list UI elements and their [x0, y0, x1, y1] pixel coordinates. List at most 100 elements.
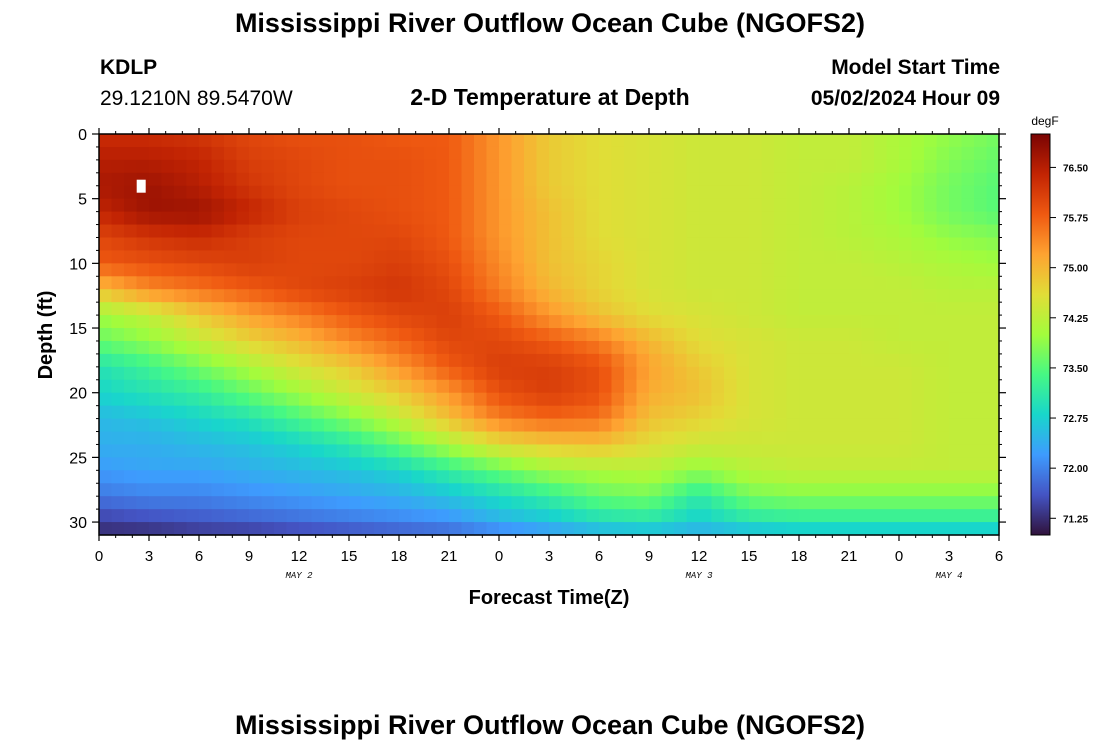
heatmap-cell [799, 496, 813, 510]
heatmap-cell [161, 522, 175, 536]
heatmap-cell [474, 392, 488, 407]
heatmap-cell [99, 146, 113, 161]
heatmap-cell [824, 159, 838, 174]
heatmap-cell [574, 289, 588, 303]
heatmap-cell [361, 340, 375, 355]
heatmap-cell [461, 134, 475, 148]
heatmap-cell [136, 470, 150, 484]
heatmap-cell [974, 146, 988, 161]
heatmap-cell [961, 405, 975, 420]
heatmap-cell [674, 315, 688, 329]
heatmap-cell [549, 315, 563, 329]
heatmap-cell [311, 289, 325, 303]
heatmap-cell [561, 483, 575, 497]
heatmap-cell [749, 522, 763, 536]
heatmap-cell [886, 496, 900, 510]
heatmap-cell [686, 340, 700, 355]
heatmap-cell [386, 237, 400, 252]
heatmap-cell [524, 509, 538, 523]
heatmap-cell [449, 328, 463, 342]
heatmap-cell [224, 418, 238, 433]
heatmap-cell [824, 444, 838, 458]
heatmap-cell [374, 405, 388, 420]
heatmap-cell [436, 302, 450, 316]
heatmap-cell [524, 172, 538, 187]
heatmap-cell [711, 328, 725, 342]
heatmap-cell [974, 198, 988, 213]
heatmap-cell [436, 146, 450, 161]
heatmap-cell [749, 328, 763, 342]
heatmap-cell [136, 444, 150, 458]
heatmap-cell [549, 146, 563, 161]
heatmap-cell [311, 172, 325, 187]
heatmap-cell [499, 146, 513, 161]
heatmap-cell [699, 159, 713, 174]
heatmap-cell [274, 263, 288, 277]
heatmap-cell [786, 250, 800, 264]
heatmap-cell [561, 353, 575, 368]
heatmap-cell [424, 418, 438, 433]
heatmap-cell [99, 366, 113, 381]
heatmap-cell [611, 509, 625, 523]
heatmap-cell [624, 496, 638, 510]
heatmap-cell [349, 328, 363, 342]
heatmap-cell [536, 198, 550, 213]
heatmap-cell [511, 237, 525, 252]
heatmap-cell [249, 340, 263, 355]
heatmap-cell [574, 405, 588, 420]
heatmap-cell [799, 198, 813, 213]
x-tick-label: 0 [95, 548, 103, 565]
heatmap-cell [449, 159, 463, 174]
heatmap-cell [411, 483, 425, 497]
heatmap-cell [761, 431, 775, 446]
heatmap-cell [261, 457, 275, 471]
heatmap-cell [836, 263, 850, 277]
heatmap-cell [349, 496, 363, 510]
heatmap-cell [599, 276, 613, 290]
heatmap-cell [924, 211, 938, 226]
heatmap-cell [911, 250, 925, 264]
heatmap-cell [411, 146, 425, 161]
heatmap-cell [499, 392, 513, 407]
heatmap-cell [336, 224, 350, 239]
heatmap-cell [236, 289, 250, 303]
heatmap-cell [811, 509, 825, 523]
heatmap-cell [936, 134, 950, 148]
heatmap-cell [786, 146, 800, 161]
heatmap-cell [799, 211, 813, 226]
heatmap-cell [286, 159, 300, 174]
heatmap-cell [711, 250, 725, 264]
heatmap-cell [99, 224, 113, 239]
heatmap-cell [786, 224, 800, 239]
heatmap-cell [361, 211, 375, 226]
heatmap-cell [761, 315, 775, 329]
heatmap-cell [411, 509, 425, 523]
heatmap-cell [536, 289, 550, 303]
heatmap-cell [649, 302, 663, 316]
heatmap-cell [799, 444, 813, 458]
heatmap-cell [611, 470, 625, 484]
heatmap-cell [674, 198, 688, 213]
heatmap-cell [574, 185, 588, 200]
heatmap-cell [111, 198, 125, 213]
heatmap-cell [974, 237, 988, 252]
heatmap-cell [299, 379, 313, 394]
heatmap-cell [574, 353, 588, 368]
heatmap-cell [649, 134, 663, 148]
heatmap-cell [599, 224, 613, 239]
heatmap-cell [611, 172, 625, 187]
heatmap-cell [799, 315, 813, 329]
heatmap-cell [361, 431, 375, 446]
heatmap-cell [674, 340, 688, 355]
heatmap-cell [824, 263, 838, 277]
heatmap-cell [636, 392, 650, 407]
heatmap-cell [461, 353, 475, 368]
heatmap-cell [861, 250, 875, 264]
heatmap-cell [949, 211, 963, 226]
heatmap-cell [399, 457, 413, 471]
heatmap-cell [686, 146, 700, 161]
heatmap-cell [286, 418, 300, 433]
heatmap-cell [474, 224, 488, 239]
heatmap-cell [674, 250, 688, 264]
heatmap-cell [436, 353, 450, 368]
